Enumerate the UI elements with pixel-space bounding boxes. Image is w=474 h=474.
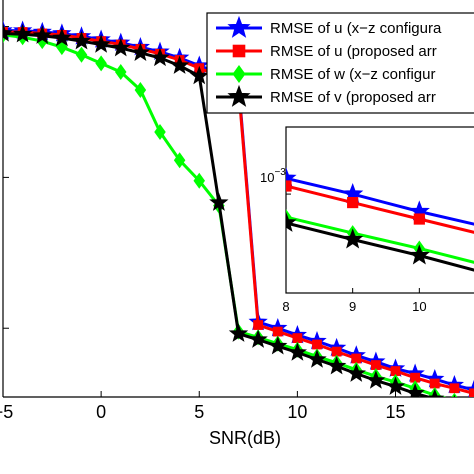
data-point — [327, 356, 347, 375]
inset-series-line — [286, 184, 474, 234]
data-point — [268, 336, 288, 355]
data-point — [449, 383, 460, 394]
data-point — [150, 47, 170, 67]
legend-marker — [232, 44, 246, 58]
data-point — [193, 172, 206, 189]
data-point — [75, 46, 88, 63]
data-point — [385, 376, 406, 395]
data-point — [189, 65, 209, 85]
inset-series-1 — [286, 180, 474, 234]
legend-marker — [227, 84, 251, 107]
data-point — [114, 63, 127, 80]
inset-series-line — [286, 176, 474, 226]
data-point — [287, 342, 307, 361]
data-point — [91, 34, 111, 53]
data-point — [111, 37, 131, 57]
legend-marker — [227, 15, 251, 38]
data-point — [32, 25, 52, 44]
inset-series-3 — [286, 211, 474, 272]
legend-item-3: RMSE of v (proposed arr — [216, 84, 436, 107]
legend-label: RMSE of u (proposed arr — [270, 43, 437, 60]
data-point — [170, 55, 190, 74]
legend-item-0: RMSE of u (x−z configura — [216, 15, 442, 38]
inset-x-tick-label: 9 — [349, 299, 356, 314]
inset-data-point — [286, 211, 297, 232]
data-point — [370, 360, 381, 370]
legend-items: RMSE of u (x−z configura RMSE of u (propo… — [216, 15, 442, 107]
inset-data-point — [342, 228, 364, 249]
data-point — [173, 152, 186, 169]
x-tick-group: −5 0 5 10 15 — [0, 391, 406, 422]
data-point — [366, 370, 386, 389]
data-point — [307, 349, 327, 368]
data-point — [405, 383, 425, 397]
inset-data-point — [408, 244, 430, 265]
series-3 — [3, 23, 474, 419]
legend-item-1: RMSE of u (proposed arr — [216, 43, 437, 60]
main-plot-area: −5 0 5 10 15 — [0, 0, 474, 422]
data-point — [130, 42, 150, 62]
inset-x-tick-label: 10 — [412, 299, 426, 314]
legend-label: RMSE of u (x−z configura — [270, 20, 442, 37]
data-point — [468, 399, 474, 415]
inset-series-line — [286, 221, 474, 272]
inset-data-point — [347, 196, 359, 209]
data-point — [469, 388, 474, 397]
inset-y-tick-label: 10−3 — [260, 167, 286, 185]
data-point — [312, 339, 322, 350]
legend: RMSE of u (x−z configura RMSE of u (propo… — [206, 12, 474, 114]
data-point — [209, 192, 229, 211]
data-point — [390, 366, 401, 376]
x-tick-label: 15 — [385, 402, 405, 422]
data-point — [3, 23, 13, 42]
y-tick-group — [3, 26, 9, 329]
data-point — [453, 394, 456, 397]
inset-data-point — [413, 213, 425, 225]
data-point — [410, 372, 421, 383]
legend-item-2: RMSE of w (x−z configur — [216, 65, 435, 83]
inset-data-point — [286, 180, 292, 192]
data-point — [429, 378, 440, 389]
x-tick-label: 10 — [287, 402, 307, 422]
data-point — [71, 31, 92, 50]
data-point — [154, 123, 166, 140]
legend-label: RMSE of w (x−z configur — [270, 66, 435, 83]
legend-marker — [232, 65, 246, 83]
data-point — [52, 27, 72, 47]
data-point — [228, 323, 249, 342]
data-point — [134, 81, 147, 98]
data-point — [465, 403, 474, 419]
data-point — [272, 326, 283, 337]
inset-series-group — [286, 167, 474, 272]
legend-label: RMSE of v (proposed arr — [270, 89, 436, 106]
data-point — [346, 363, 366, 382]
x-tick-label: −5 — [0, 402, 13, 422]
data-point — [331, 346, 342, 357]
main-series-group — [3, 20, 474, 419]
data-point — [351, 353, 362, 364]
data-point — [253, 320, 264, 330]
inset-x-tick-label: 8 — [282, 299, 289, 314]
data-point — [425, 388, 445, 397]
data-point — [248, 329, 268, 348]
x-tick-label: 0 — [96, 402, 106, 422]
x-tick-label: 5 — [194, 402, 204, 422]
data-point — [13, 24, 33, 43]
data-point — [292, 333, 303, 344]
inset-series-line — [286, 215, 474, 264]
x-axis-label: SNR(dB) — [209, 428, 281, 448]
data-point — [95, 55, 107, 72]
